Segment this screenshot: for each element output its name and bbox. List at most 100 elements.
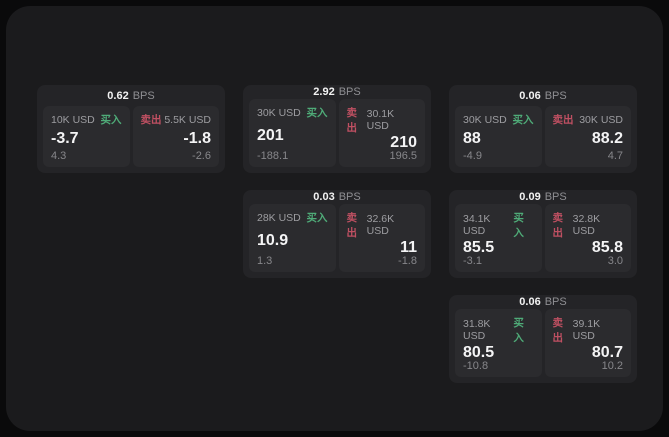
buy-amount: 30K USD bbox=[257, 106, 301, 119]
buy-tile[interactable]: 30K USD 买入 201 -188.1 bbox=[249, 99, 336, 167]
bps-value: 2.92 bbox=[313, 86, 335, 98]
buy-change: -4.9 bbox=[463, 150, 482, 162]
sell-tile-top: 卖出 39.1K USD bbox=[553, 315, 624, 345]
bps-value: 0.06 bbox=[519, 296, 541, 308]
sell-change: 10.2 bbox=[601, 360, 623, 372]
sell-side-label: 卖出 bbox=[140, 114, 162, 126]
sell-side-label: 卖出 bbox=[346, 212, 358, 239]
bps-unit-label: BPS bbox=[544, 296, 567, 308]
sell-amount: 39.1K USD bbox=[572, 318, 601, 342]
bps-unit-label: BPS bbox=[544, 89, 567, 102]
sell-tile[interactable]: 卖出 32.6K USD 11 -1.8 bbox=[338, 204, 425, 272]
quote-card: 2.92 BPS 30K USD 买入 201 -188.1 卖出 30.1K … bbox=[243, 85, 431, 173]
buy-change: -3.1 bbox=[463, 255, 482, 267]
buy-side-label: 买入 bbox=[306, 212, 328, 224]
buy-tile[interactable]: 30K USD 买入 88 -4.9 bbox=[455, 106, 542, 167]
sell-price: 11 bbox=[400, 239, 417, 256]
quote-card: 0.06 BPS 31.8K USD 买入 80.5 -10.8 卖出 39.1… bbox=[449, 295, 637, 383]
sell-tile-top: 卖出 32.6K USD bbox=[347, 210, 418, 240]
card-header: 0.09 BPS bbox=[455, 190, 631, 204]
buy-tile-top: 28K USD 买入 bbox=[257, 210, 328, 225]
bps-unit-label: BPS bbox=[338, 86, 361, 98]
sell-change: -2.6 bbox=[192, 150, 211, 162]
sell-amount: 32.8K USD bbox=[572, 213, 601, 237]
buy-price: 10.9 bbox=[257, 231, 289, 249]
buy-amount: 30K USD bbox=[463, 113, 507, 126]
buy-side-label: 买入 bbox=[512, 114, 534, 126]
sell-tile[interactable]: 卖出 39.1K USD 80.7 10.2 bbox=[544, 309, 631, 377]
card-body: 34.1K USD 买入 85.5 -3.1 卖出 32.8K USD 85.8… bbox=[455, 204, 631, 272]
bps-unit-label: BPS bbox=[544, 191, 567, 203]
sell-change: 3.0 bbox=[607, 255, 623, 267]
buy-amount: 28K USD bbox=[257, 211, 301, 224]
card-header: 0.06 BPS bbox=[455, 85, 631, 106]
sell-change: 4.7 bbox=[607, 150, 623, 162]
buy-change: -188.1 bbox=[257, 150, 289, 162]
cards-grid: 0.62 BPS 10K USD 买入 -3.7 4.3 卖出 5.5K USD… bbox=[37, 85, 637, 383]
buy-change: -10.8 bbox=[463, 360, 489, 372]
buy-amount: 31.8K USD bbox=[463, 318, 491, 342]
sell-price: 210 bbox=[390, 134, 417, 151]
sell-side-label: 卖出 bbox=[552, 114, 574, 126]
buy-amount: 10K USD bbox=[51, 113, 95, 126]
sell-price: 80.7 bbox=[591, 344, 623, 361]
sell-price: 85.8 bbox=[591, 239, 623, 256]
quote-card: 0.62 BPS 10K USD 买入 -3.7 4.3 卖出 5.5K USD… bbox=[37, 85, 225, 173]
buy-tile[interactable]: 31.8K USD 买入 80.5 -10.8 bbox=[455, 309, 542, 377]
buy-side-label: 买入 bbox=[306, 107, 328, 119]
card-header: 2.92 BPS bbox=[249, 85, 425, 99]
buy-price: 85.5 bbox=[463, 239, 495, 256]
sell-tile[interactable]: 卖出 30K USD 88.2 4.7 bbox=[544, 106, 631, 167]
sell-amount: 30.1K USD bbox=[366, 108, 395, 132]
sell-tile[interactable]: 卖出 30.1K USD 210 196.5 bbox=[338, 99, 425, 167]
card-header: 0.03 BPS bbox=[249, 190, 425, 204]
buy-side-label: 买入 bbox=[513, 212, 524, 239]
card-body: 10K USD 买入 -3.7 4.3 卖出 5.5K USD -1.8 -2.… bbox=[43, 106, 219, 167]
buy-tile[interactable]: 34.1K USD 买入 85.5 -3.1 bbox=[455, 204, 542, 272]
sell-side-label: 卖出 bbox=[552, 317, 564, 344]
bps-value: 0.06 bbox=[519, 89, 541, 102]
buy-price: 201 bbox=[257, 126, 284, 144]
buy-price: -3.7 bbox=[51, 130, 79, 147]
sell-tile[interactable]: 卖出 5.5K USD -1.8 -2.6 bbox=[132, 106, 219, 167]
buy-tile[interactable]: 28K USD 买入 10.9 1.3 bbox=[249, 204, 336, 272]
buy-tile-top: 30K USD 买入 bbox=[463, 112, 534, 127]
sell-tile-top: 卖出 30.1K USD bbox=[347, 105, 418, 135]
bps-value: 0.09 bbox=[519, 191, 541, 203]
buy-tile-top: 10K USD 买入 bbox=[51, 112, 122, 127]
bps-value: 0.03 bbox=[313, 191, 335, 203]
card-body: 30K USD 买入 201 -188.1 卖出 30.1K USD 210 1… bbox=[249, 99, 425, 167]
buy-price: 80.5 bbox=[463, 344, 495, 361]
sell-tile-top: 卖出 32.8K USD bbox=[553, 210, 624, 240]
card-header: 0.06 BPS bbox=[455, 295, 631, 309]
buy-change: 4.3 bbox=[51, 150, 67, 162]
sell-tile[interactable]: 卖出 32.8K USD 85.8 3.0 bbox=[544, 204, 631, 272]
bps-unit-label: BPS bbox=[338, 191, 361, 203]
dashboard-panel: 0.62 BPS 10K USD 买入 -3.7 4.3 卖出 5.5K USD… bbox=[6, 6, 663, 431]
quote-card: 0.06 BPS 30K USD 买入 88 -4.9 卖出 30K USD 8… bbox=[449, 85, 637, 173]
buy-tile-top: 30K USD 买入 bbox=[257, 105, 328, 120]
buy-tile-top: 31.8K USD 买入 bbox=[463, 315, 534, 345]
sell-tile-top: 卖出 5.5K USD bbox=[141, 112, 212, 127]
card-body: 31.8K USD 买入 80.5 -10.8 卖出 39.1K USD 80.… bbox=[455, 309, 631, 377]
quote-card: 0.03 BPS 28K USD 买入 10.9 1.3 卖出 32.6K US… bbox=[243, 190, 431, 278]
buy-amount: 34.1K USD bbox=[463, 213, 491, 237]
sell-amount: 32.6K USD bbox=[366, 213, 395, 237]
sell-price: 88.2 bbox=[591, 130, 623, 147]
sell-side-label: 卖出 bbox=[346, 107, 358, 134]
buy-tile[interactable]: 10K USD 买入 -3.7 4.3 bbox=[43, 106, 130, 167]
buy-side-label: 买入 bbox=[100, 114, 122, 126]
sell-side-label: 卖出 bbox=[552, 212, 564, 239]
buy-side-label: 买入 bbox=[513, 317, 524, 344]
bps-unit-label: BPS bbox=[132, 89, 155, 102]
quote-card: 0.09 BPS 34.1K USD 买入 85.5 -3.1 卖出 32.8K… bbox=[449, 190, 637, 278]
sell-amount: 5.5K USD bbox=[164, 113, 211, 126]
buy-change: 1.3 bbox=[257, 255, 273, 267]
bps-value: 0.62 bbox=[107, 89, 129, 102]
sell-change: 196.5 bbox=[389, 150, 417, 162]
buy-price: 88 bbox=[463, 130, 481, 147]
sell-tile-top: 卖出 30K USD bbox=[553, 112, 624, 127]
sell-change: -1.8 bbox=[398, 255, 417, 267]
sell-amount: 30K USD bbox=[579, 113, 623, 126]
card-body: 28K USD 买入 10.9 1.3 卖出 32.6K USD 11 -1.8 bbox=[249, 204, 425, 272]
